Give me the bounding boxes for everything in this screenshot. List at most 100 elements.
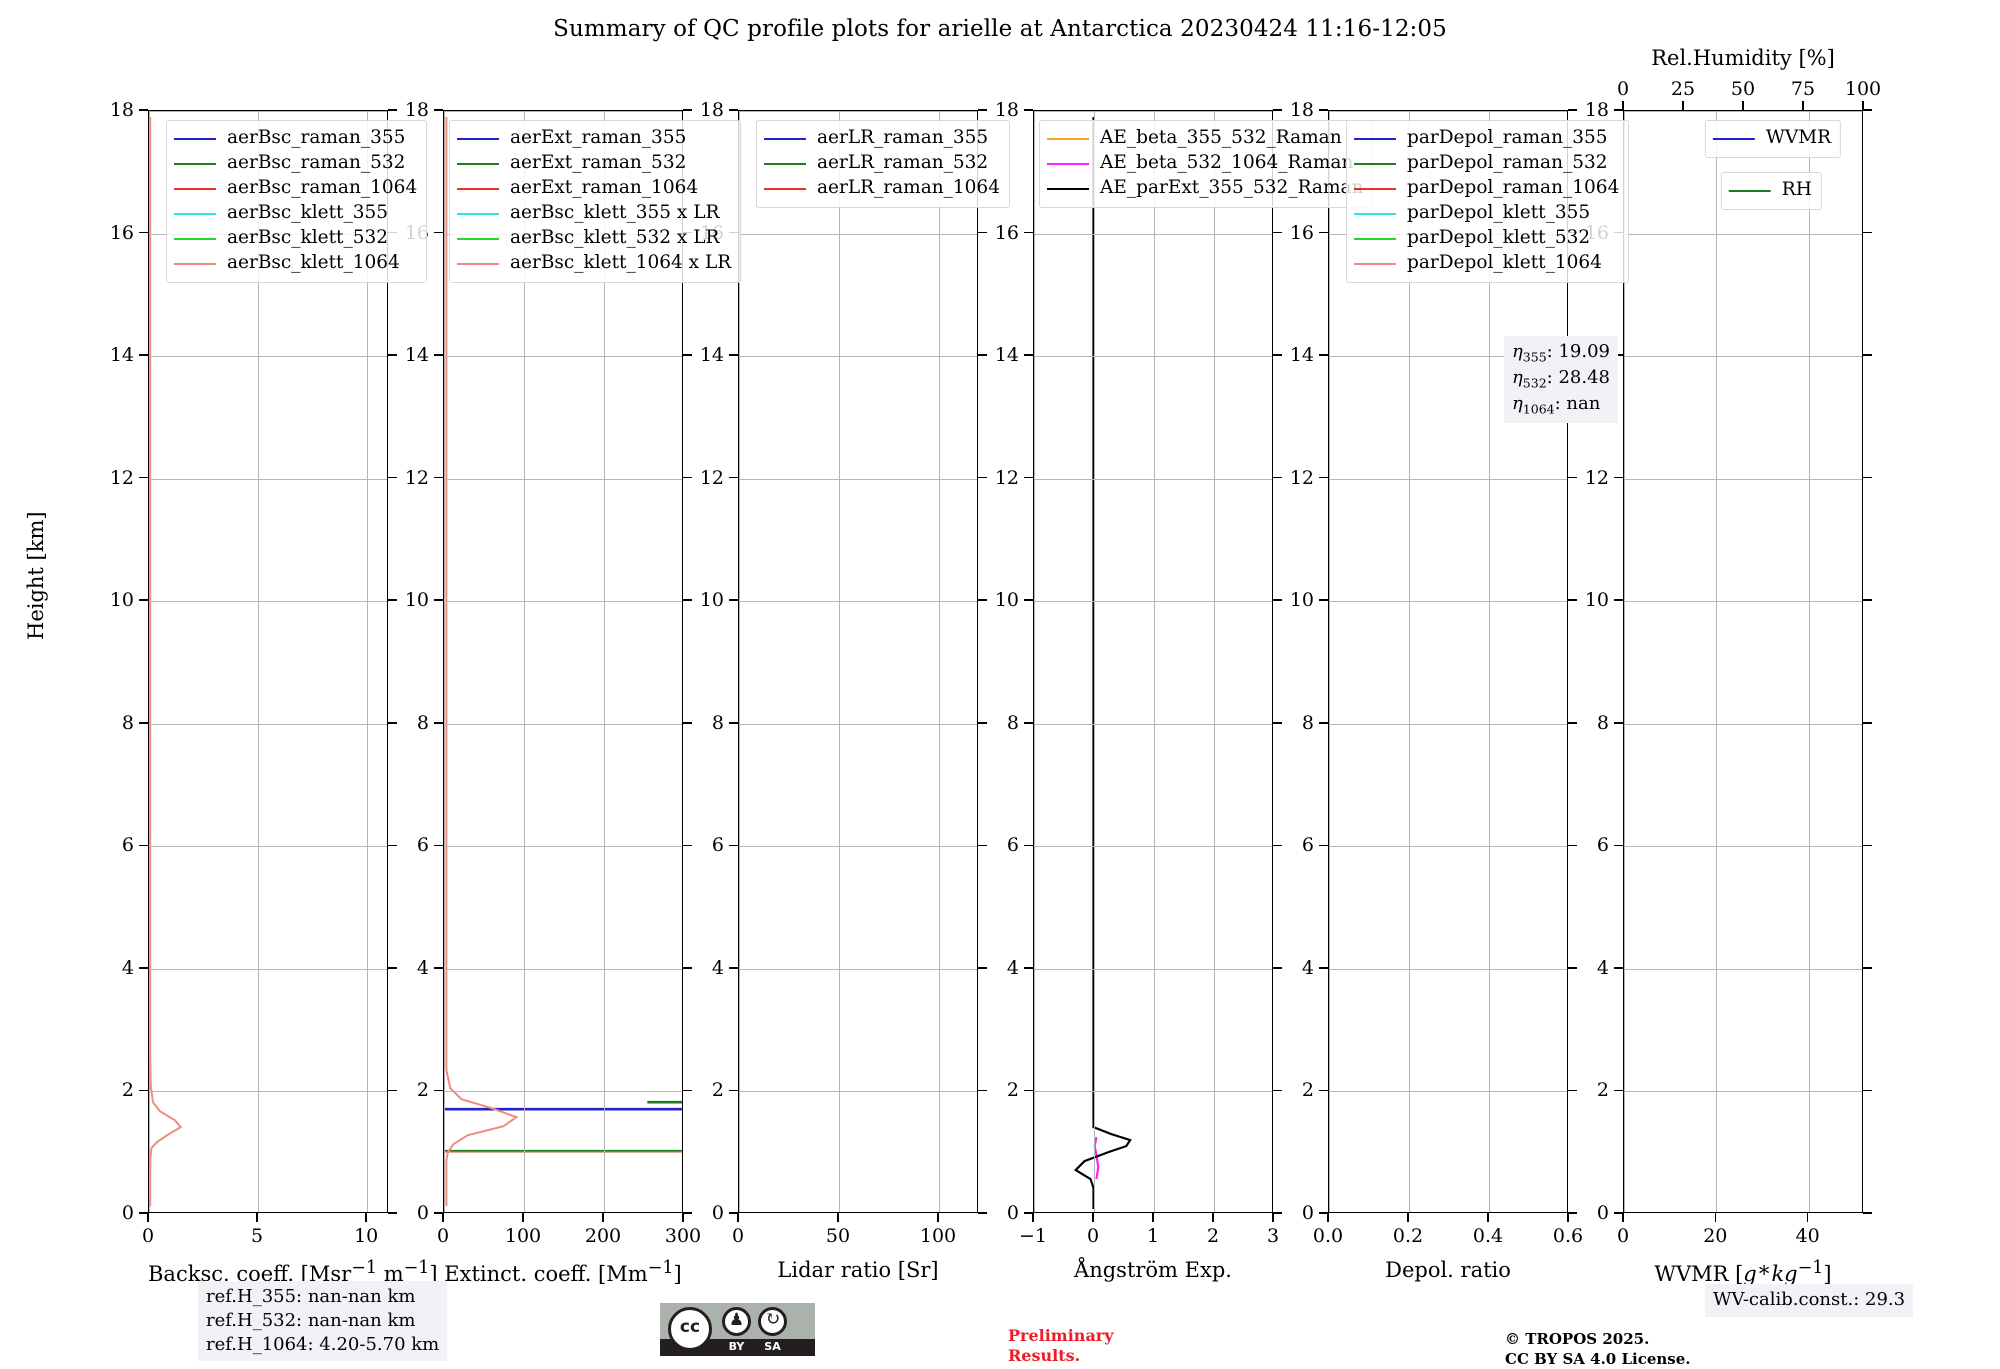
x-axis-tick [1152,1213,1154,1222]
y-axis-tick [1024,109,1033,111]
gridline-horizontal [149,969,387,970]
y-axis-tick-label: 0 [1597,1202,1609,1224]
gridline-horizontal [1034,356,1272,357]
eta-1064: η1064: nan [1512,392,1610,418]
y-axis-tick [434,967,443,969]
y-axis-tick [1319,599,1328,601]
y-axis-tick-label: 0 [417,1202,429,1224]
gridline-horizontal [149,479,387,480]
y-axis-tick [1568,1212,1577,1214]
gridline-horizontal [1624,601,1862,602]
y-axis-tick-label: 8 [122,712,134,734]
x-axis-tick [1487,1213,1489,1222]
y-axis-tick-label: 4 [1302,957,1314,979]
legend-item: parDepol_klett_355 [1354,201,1619,226]
x-axis-tick [602,1213,604,1222]
legend-label: aerExt_raman_1064 [510,179,698,198]
y-axis-tick-label: 0 [712,1202,724,1224]
y-axis-tick [978,845,987,847]
y-axis-tick-label: 4 [417,957,429,979]
y-axis-tick-label: 10 [995,589,1019,611]
legend-line-swatch [457,238,499,240]
y-axis-tick-label: 10 [700,589,724,611]
gridline-vertical [1716,111,1717,1212]
y-axis-tick [1024,354,1033,356]
x-axis-tick-label: 1 [1147,1225,1159,1247]
top-axis-tick-label: 100 [1845,78,1881,100]
y-axis-tick [1614,722,1623,724]
cc-license-badge: cc ♟ ↻ BY SA [660,1303,815,1356]
cc-sa-share-glyph: ↻ [758,1308,787,1330]
eta-1064-value: nan [1566,393,1600,414]
y-axis-tick [1568,967,1577,969]
y-axis-tick-label: 14 [110,344,134,366]
top-axis-tick-label: 0 [1617,78,1629,100]
legend-label: parDepol_raman_355 [1407,129,1608,148]
gridline-horizontal [444,724,682,725]
y-axis-tick-label: 18 [1585,99,1609,121]
legend-item: AE_beta_355_532_Raman [1047,126,1363,151]
y-axis-tick-label: 4 [1007,957,1019,979]
y-axis-tick [434,722,443,724]
y-axis-tick [1568,845,1577,847]
plot-area-lidar-ratio [738,110,978,1213]
gridline-horizontal [739,969,977,970]
top-axis-tick-label: 75 [1791,78,1815,100]
y-axis-tick [729,845,738,847]
y-axis-tick-label: 18 [995,99,1019,121]
y-axis-tick [434,109,443,111]
y-axis-tick-label: 12 [110,467,134,489]
top-axis-tick-label: 25 [1671,78,1695,100]
x-axis-title-extinction: Extinct. coeff. [Mm−1] [443,1258,683,1286]
x-axis-tick [365,1213,367,1222]
y-axis-tick [139,599,148,601]
y-axis-tick-label: 12 [995,467,1019,489]
y-axis-tick-label: 18 [1290,99,1314,121]
x-axis-tick [1092,1213,1094,1222]
legend-item: parDepol_raman_1064 [1354,176,1619,201]
y-axis-tick [1319,354,1328,356]
gridline-horizontal [1034,234,1272,235]
y-axis-tick [1024,232,1033,234]
y-axis-tick [1319,232,1328,234]
y-axis-tick [1319,967,1328,969]
legend-item: aerExt_raman_355 [457,126,731,151]
y-axis-tick-label: 8 [417,712,429,734]
legend-wvmr-rh: RH [1721,172,1822,210]
preliminary-line1: Preliminary [1008,1326,1114,1346]
gridline-horizontal [739,1091,977,1092]
y-axis-label: Height [km] [24,511,48,640]
legend-line-swatch [457,213,499,215]
legend-label: aerBsc_klett_1064 [227,254,400,273]
y-axis-tick-label: 6 [1007,834,1019,856]
eta-annotation: η355: 19.09 η532: 28.48 η1064: nan [1504,336,1618,423]
gridline-horizontal [444,969,682,970]
x-axis-tick-label: 20 [1703,1225,1727,1247]
legend-label: aerBsc_raman_532 [227,154,405,173]
legend-line-swatch [1713,138,1755,140]
gridline-horizontal [444,846,682,847]
x-axis-tick [1807,1213,1809,1222]
y-axis-tick-label: 18 [110,99,134,121]
x-axis-tick [442,1213,444,1222]
gridline-horizontal [1624,969,1862,970]
legend-label: parDepol_raman_532 [1407,154,1608,173]
x-axis-tick [1327,1213,1329,1222]
cc-by-person-glyph: ♟ [722,1310,751,1330]
y-axis-tick [729,477,738,479]
y-axis-tick [729,722,738,724]
x-axis-tick-label: 10 [354,1225,378,1247]
legend-label: aerBsc_raman_1064 [227,179,417,198]
copyright-note: © TROPOS 2025. CC BY SA 4.0 License. [1505,1330,1691,1369]
legend-line-swatch [1047,163,1089,165]
y-axis-tick [1273,1090,1282,1092]
panel-lidar-ratio: Lidar ratio [Sr] 024681012141618050100ae… [738,110,978,1213]
x-axis-tick-label: 0 [732,1225,744,1247]
x-axis-tick [1032,1213,1034,1222]
gridline-vertical [1094,111,1095,1212]
gridline-vertical [939,111,940,1212]
legend-line-swatch [1354,213,1396,215]
y-axis-tick-label: 6 [1597,834,1609,856]
gridline-horizontal [444,356,682,357]
